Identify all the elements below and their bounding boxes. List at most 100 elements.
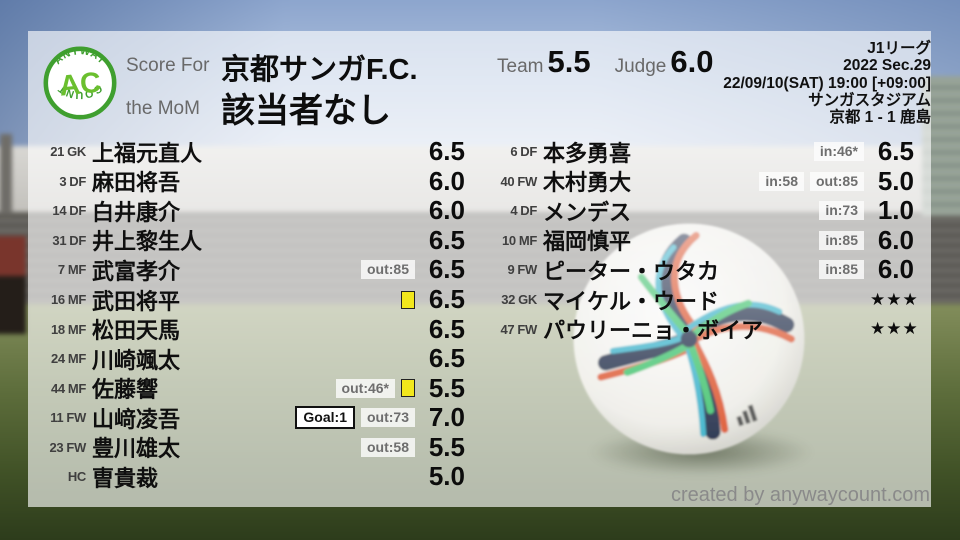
player-row: HC 曺貴裁 5.0 <box>36 461 465 492</box>
player-badges: out:46* <box>330 378 415 398</box>
player-rating: 6.5 <box>428 224 465 255</box>
player-name: 白井康介 <box>92 199 181 225</box>
logo-arc-bottom-text: COUNT <box>56 82 104 101</box>
player-name: マイケル・ウード <box>543 288 720 314</box>
player-position: FW <box>517 321 537 337</box>
player-name: 山﨑凌吾 <box>92 406 181 432</box>
player-row: 10 MF 福岡慎平 in:85 6.0 <box>487 225 914 256</box>
match-info-block: J1リーグ 2022 Sec.29 22/09/10(SAT) 19:00 [+… <box>723 40 931 126</box>
player-position: MF <box>67 321 86 337</box>
player-rating: 6.5 <box>428 343 465 374</box>
judge-score-value: 6.0 <box>670 44 714 79</box>
substitution-badge: out:46* <box>335 378 395 398</box>
yellow-card-icon <box>401 379 415 398</box>
player-rating: 5.0 <box>428 461 465 492</box>
player-position: FW <box>66 439 86 455</box>
player-name: 福岡慎平 <box>543 229 632 255</box>
player-row: 21 GK 上福元直人 6.5 <box>36 136 465 167</box>
substitution-badge: out:58 <box>361 437 415 457</box>
player-badges: out:58 <box>355 437 415 457</box>
player-name: ピーター・ウタカ <box>543 258 720 284</box>
player-row: 9 FW ピーター・ウタカ in:85 6.0 <box>487 254 914 285</box>
player-name: 木村勇大 <box>543 170 632 196</box>
player-number-position: 11 FW <box>36 410 92 425</box>
player-number: 14 <box>52 203 67 219</box>
player-number: 40 <box>500 173 515 189</box>
soccer-ball-image <box>573 223 805 455</box>
player-number-position: 4 DF <box>487 203 543 218</box>
player-number-position: 21 GK <box>36 144 92 159</box>
player-name: パウリーニョ・ボイア <box>543 318 764 344</box>
starting-lineup-list: 21 GK 上福元直人 6.5 3 DF 麻田将吾 6.0 14 DF 白井康介 6.… <box>36 136 466 492</box>
player-rating: 6.5 <box>428 284 465 315</box>
player-rating: 6.5 <box>428 313 465 344</box>
player-number-position: 24 MF <box>36 351 92 366</box>
player-row: 6 DF 本多勇喜 in:46* 6.5 <box>487 136 914 167</box>
player-row: 3 DF 麻田将吾 6.0 <box>36 166 465 197</box>
player-number: 9 <box>507 262 515 278</box>
player-number: 11 <box>50 410 64 426</box>
player-row: 4 DF メンデス in:73 1.0 <box>487 195 914 226</box>
goal-badge: Goal:1 <box>295 406 355 430</box>
player-number: 24 <box>50 351 65 367</box>
yellow-card-icon <box>401 290 415 309</box>
player-name: 曺貴裁 <box>92 465 159 491</box>
season-round: 2022 Sec.29 <box>843 57 931 75</box>
player-number: 16 <box>50 292 65 307</box>
player-number-position: 44 MF <box>36 381 92 396</box>
player-number-position: 32 GK <box>487 292 543 307</box>
svg-text:COUNT: COUNT <box>56 82 105 101</box>
player-position: GK <box>518 292 537 307</box>
substitution-badge: out:85 <box>361 260 415 280</box>
player-position: DF <box>520 144 537 160</box>
mom-value: 該当者なし <box>221 92 391 130</box>
player-rating: 6.5 <box>428 254 465 285</box>
player-number-position: 14 DF <box>36 203 92 218</box>
player-number-position: 47 FW <box>487 322 543 337</box>
player-number-position: 18 MF <box>36 322 92 337</box>
stadium-structure <box>0 276 26 334</box>
score-for-label: Score For <box>126 55 210 76</box>
player-number-position: 7 MF <box>36 262 92 277</box>
substitution-badge: out:73 <box>361 408 415 428</box>
player-row: 32 GK マイケル・ウード ★★★ <box>487 285 919 315</box>
player-rating: 5.5 <box>428 431 465 462</box>
player-name: 井上黎生人 <box>92 229 203 255</box>
player-name: メンデス <box>543 199 632 225</box>
substitution-badge: in:46* <box>813 142 864 162</box>
stadium-structure <box>0 134 12 214</box>
player-badges: out:85 <box>355 260 415 280</box>
player-name: 武田将平 <box>92 288 181 314</box>
player-number-position: 31 DF <box>36 233 92 248</box>
player-name: 豊川雄太 <box>92 436 181 462</box>
player-name: 麻田将吾 <box>92 170 181 196</box>
team-name: 京都サンガF.C. <box>221 54 418 86</box>
player-row: 14 DF 白井康介 6.0 <box>36 195 465 226</box>
substitutes-list: 6 DF 本多勇喜 in:46* 6.5 40 FW 木村勇大 in:58 out:8… <box>487 136 919 344</box>
judge-score-label: Judge <box>614 56 667 77</box>
player-badges: in:85 <box>813 230 864 250</box>
player-rating: 7.0 <box>428 402 465 433</box>
credit-text: created by anywaycount.com <box>670 484 930 506</box>
player-rating: 5.5 <box>428 372 465 403</box>
player-number-position: 9 FW <box>487 262 543 277</box>
player-rating: 6.0 <box>428 195 465 226</box>
player-rating: 6.5 <box>877 136 914 167</box>
player-rating: 1.0 <box>877 195 914 226</box>
unused-sub-stars: ★★★ <box>870 289 919 309</box>
player-number: 32 <box>501 292 516 307</box>
player-badges: in:58 out:85 <box>753 171 864 191</box>
player-number-position: 3 DF <box>36 174 92 189</box>
player-number: 23 <box>49 439 64 455</box>
player-rating: 6.0 <box>877 254 914 285</box>
player-row: 47 FW パウリーニョ・ボイア ★★★ <box>487 314 918 344</box>
player-number-position: 6 DF <box>487 144 543 159</box>
venue-name: サンガスタジアム <box>808 91 931 109</box>
player-number-position: 16 MF <box>36 292 92 307</box>
league-name: J1リーグ <box>867 40 931 57</box>
stadium-structure <box>0 236 26 280</box>
player-name: 松田天馬 <box>92 318 181 344</box>
player-badges: in:85 <box>813 260 864 280</box>
match-datetime: 22/09/10(SAT) 19:00 [+09:00] <box>723 74 931 92</box>
